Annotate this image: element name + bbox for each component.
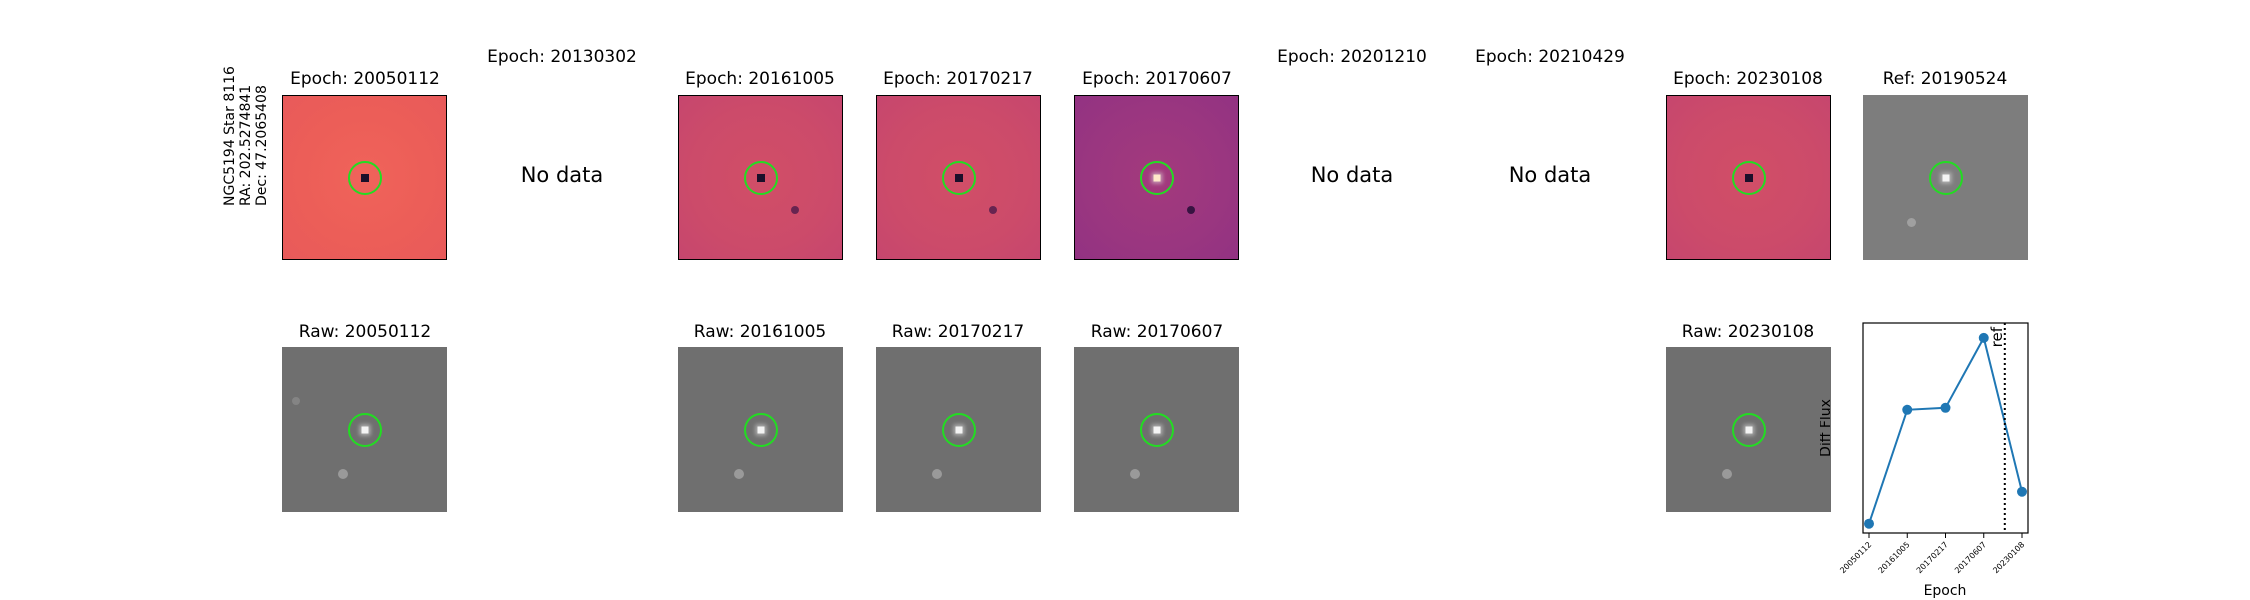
star-info-label: NGC5194 Star 8116 RA: 202.5274841 Dec: 4… — [222, 66, 270, 206]
source-residual — [1153, 174, 1160, 181]
aperture-circle — [347, 412, 382, 447]
target-source — [1942, 174, 1949, 181]
aperture-circle — [1928, 160, 1963, 195]
aperture-circle — [1731, 412, 1766, 447]
no-data-label: No data — [1508, 163, 1592, 187]
star-name: NGC5194 Star 8116 — [222, 66, 238, 206]
residual-spot — [791, 206, 799, 214]
diff-image — [876, 95, 1041, 260]
raw-title: Raw: 20170607 — [1090, 322, 1224, 342]
series-line — [1868, 335, 2023, 525]
field-star — [1907, 218, 1916, 227]
x-tick-label: 20050112 — [1838, 540, 1873, 575]
no-data-label: No data — [1310, 163, 1394, 187]
field-star — [338, 469, 348, 479]
raw-image — [1666, 347, 1831, 512]
raw-image — [282, 347, 447, 512]
aperture-circle — [1139, 160, 1174, 195]
diff-image — [678, 95, 843, 260]
diff-image — [1666, 95, 1831, 260]
epoch-title: Epoch: 20170607 — [1082, 69, 1232, 89]
diff-image — [282, 95, 447, 260]
epoch-title: Epoch: 20210429 — [1475, 47, 1625, 67]
x-tick-label: 20161005 — [1877, 540, 1912, 575]
plot-frame — [1862, 322, 2029, 534]
aperture-circle — [1731, 160, 1766, 195]
x-axis-label: Epoch — [1924, 583, 1967, 599]
source-residual — [954, 173, 963, 182]
epoch-title: Epoch: 20230108 — [1673, 69, 1823, 89]
aperture-circle — [743, 412, 778, 447]
target-source — [1745, 426, 1752, 433]
field-star — [292, 397, 300, 405]
raw-title: Raw: 20050112 — [298, 322, 432, 342]
source-residual — [360, 173, 369, 182]
x-tick-label: 20170607 — [1953, 540, 1988, 575]
aperture-circle — [347, 160, 382, 195]
target-source — [361, 426, 368, 433]
field-star — [1130, 469, 1140, 479]
aperture-circle — [1139, 412, 1174, 447]
y-axis-label: Diff Flux — [1820, 399, 1834, 457]
raw-title: Raw: 20161005 — [693, 322, 827, 342]
raw-image — [678, 347, 843, 512]
ref-image — [1863, 95, 2028, 260]
field-star — [932, 469, 942, 479]
epoch-title: Epoch: 20201210 — [1277, 47, 1427, 67]
data-point — [1978, 332, 1989, 343]
field-star — [734, 469, 744, 479]
data-point — [2017, 486, 2027, 497]
residual-spot — [989, 206, 997, 214]
epoch-title: Epoch: 20050112 — [290, 69, 440, 89]
target-source — [955, 426, 962, 433]
raw-image — [1074, 347, 1239, 512]
source-residual — [756, 173, 765, 182]
diff-image — [1074, 95, 1239, 260]
data-point — [1940, 402, 1951, 413]
star-ra: RA: 202.5274841 — [238, 84, 254, 206]
field-star — [1722, 469, 1732, 479]
light-curve-chart: 20050112 20161005 20170217 20170607 20230108… — [1820, 322, 2029, 599]
ref-title: Ref: 20190524 — [1882, 69, 2008, 89]
x-tick-label: 20230108 — [1991, 540, 2026, 575]
raw-image — [876, 347, 1041, 512]
raw-title: Raw: 20170217 — [891, 322, 1025, 342]
residual-spot — [1187, 206, 1195, 214]
aperture-circle — [743, 160, 778, 195]
epoch-title: Epoch: 20130302 — [487, 47, 637, 67]
epoch-title: Epoch: 20161005 — [685, 69, 835, 89]
data-point — [1902, 404, 1913, 415]
no-data-label: No data — [520, 163, 604, 187]
star-dec: Dec: 47.2065408 — [254, 85, 270, 206]
aperture-circle — [941, 412, 976, 447]
x-tick-label: 20170217 — [1915, 540, 1950, 575]
data-point — [1864, 518, 1874, 529]
ref-label: ref — [1988, 326, 2006, 347]
target-source — [1153, 426, 1160, 433]
epoch-title: Epoch: 20170217 — [883, 69, 1033, 89]
raw-title: Raw: 20230108 — [1681, 322, 1815, 342]
target-source — [757, 426, 764, 433]
source-residual — [1744, 173, 1753, 182]
aperture-circle — [941, 160, 976, 195]
